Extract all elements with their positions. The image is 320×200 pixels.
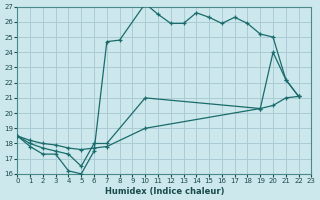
X-axis label: Humidex (Indice chaleur): Humidex (Indice chaleur): [105, 187, 224, 196]
